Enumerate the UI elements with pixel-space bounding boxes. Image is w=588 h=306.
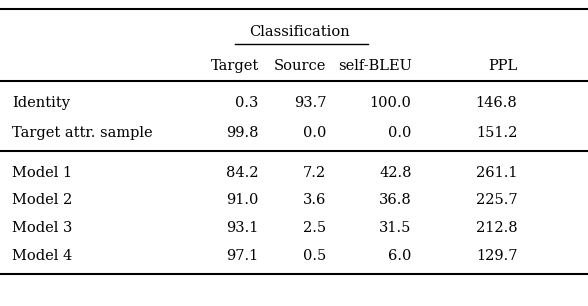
Text: 36.8: 36.8 xyxy=(379,193,412,207)
Text: Classification: Classification xyxy=(249,25,350,39)
Text: 99.8: 99.8 xyxy=(226,126,259,140)
Text: Model 4: Model 4 xyxy=(12,248,72,263)
Text: 2.5: 2.5 xyxy=(303,221,326,235)
Text: Model 1: Model 1 xyxy=(12,166,72,180)
Text: 0.0: 0.0 xyxy=(388,126,412,140)
Text: 100.0: 100.0 xyxy=(370,95,412,110)
Text: 84.2: 84.2 xyxy=(226,166,259,180)
Text: Model 2: Model 2 xyxy=(12,193,72,207)
Text: 93.1: 93.1 xyxy=(226,221,259,235)
Text: self-BLEU: self-BLEU xyxy=(338,59,412,73)
Text: 6.0: 6.0 xyxy=(388,248,412,263)
Text: 7.2: 7.2 xyxy=(303,166,326,180)
Text: 31.5: 31.5 xyxy=(379,221,412,235)
Text: 0.3: 0.3 xyxy=(235,95,259,110)
Text: 212.8: 212.8 xyxy=(476,221,517,235)
Text: 97.1: 97.1 xyxy=(226,248,259,263)
Text: PPL: PPL xyxy=(488,59,517,73)
Text: Identity: Identity xyxy=(12,95,70,110)
Text: Target: Target xyxy=(211,59,259,73)
Text: 93.7: 93.7 xyxy=(294,95,326,110)
Text: Model 3: Model 3 xyxy=(12,221,72,235)
Text: 225.7: 225.7 xyxy=(476,193,517,207)
Text: 91.0: 91.0 xyxy=(226,193,259,207)
Text: 129.7: 129.7 xyxy=(476,248,517,263)
Text: 3.6: 3.6 xyxy=(303,193,326,207)
Text: 151.2: 151.2 xyxy=(476,126,517,140)
Text: 42.8: 42.8 xyxy=(379,166,412,180)
Text: 261.1: 261.1 xyxy=(476,166,517,180)
Text: Target attr. sample: Target attr. sample xyxy=(12,126,152,140)
Text: Source: Source xyxy=(274,59,326,73)
Text: 0.5: 0.5 xyxy=(303,248,326,263)
Text: 0.0: 0.0 xyxy=(303,126,326,140)
Text: 146.8: 146.8 xyxy=(476,95,517,110)
